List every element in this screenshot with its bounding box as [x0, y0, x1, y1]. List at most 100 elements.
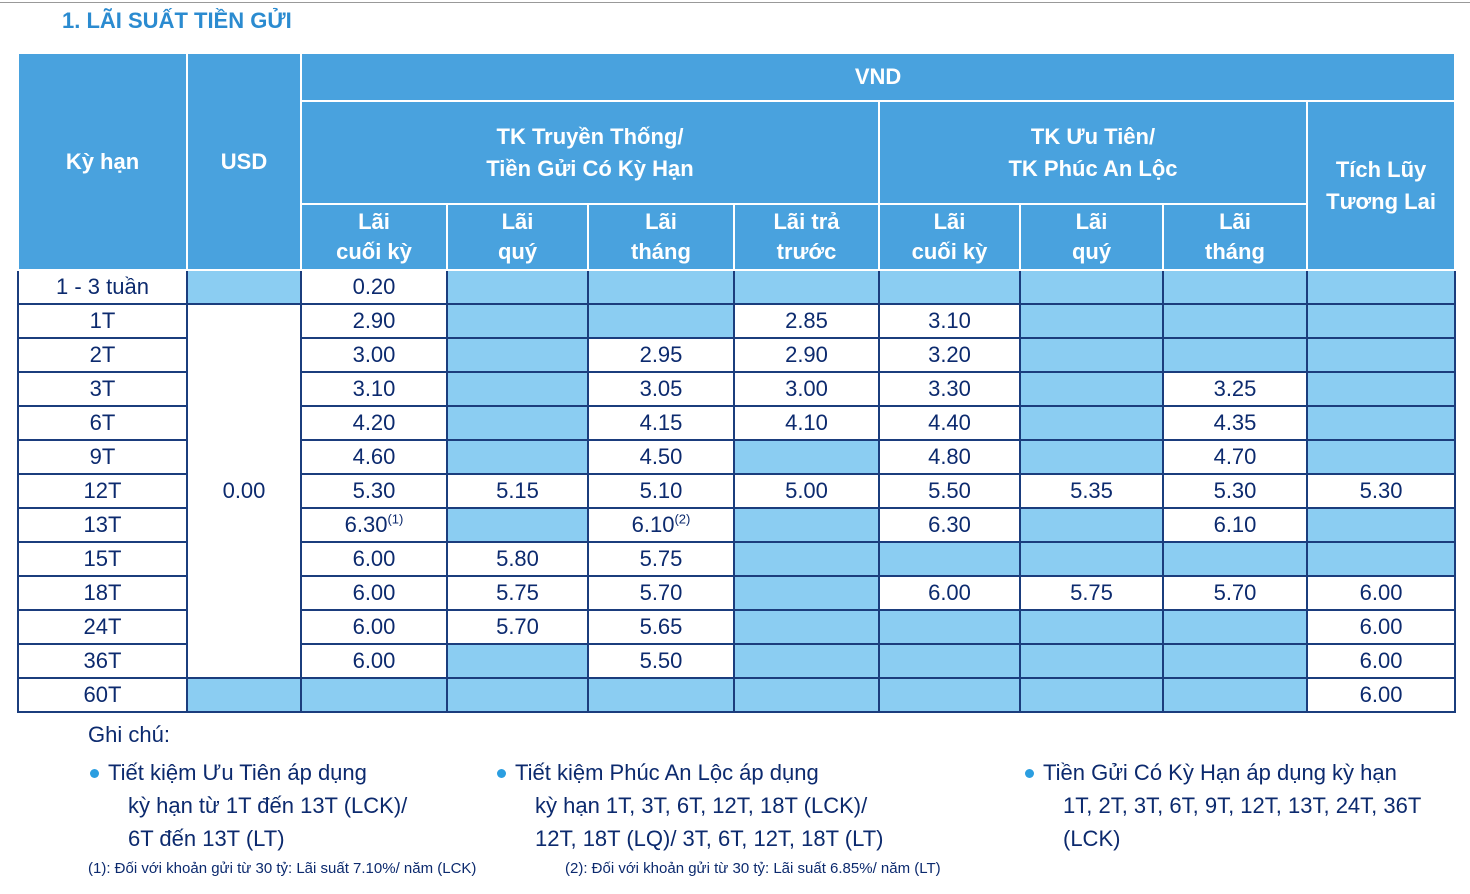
empty-cell: [587, 303, 735, 339]
term-cell: 9T: [17, 439, 188, 475]
empty-cell: [1019, 677, 1164, 713]
rate-cell: 2.90: [733, 337, 880, 373]
footnote-ref: (2): [674, 511, 691, 527]
header-line: Lãi: [358, 209, 390, 234]
header-line: Lãi: [645, 209, 677, 234]
rate-cell: 6.00: [300, 643, 448, 679]
header-line: Lãi trả: [773, 209, 840, 234]
empty-cell: [1305, 269, 1457, 305]
empty-cell: [1305, 405, 1457, 441]
rate-value: 6.30: [344, 512, 388, 538]
empty-cell: [878, 643, 1021, 679]
body-row: 6T 4.20 4.15 4.10 4.40 4.35: [17, 405, 1457, 441]
header-line: TK Ưu Tiên/: [1030, 123, 1156, 149]
header-line: tháng: [1205, 239, 1265, 264]
note-bullet: Tiết kiệm Phúc An Lộc áp dụng kỳ hạn 1T, …: [497, 756, 884, 855]
rule: [0, 2, 1470, 3]
rate-cell: 5.50: [878, 473, 1021, 509]
note-line: Tiết kiệm Phúc An Lộc áp dụng: [515, 760, 819, 785]
empty-cell: [1305, 337, 1457, 373]
rate-cell: 5.75: [587, 541, 735, 577]
rate-cell: 4.60: [300, 439, 448, 475]
header-line: trước: [776, 239, 837, 264]
rate-cell: 3.00: [733, 371, 880, 407]
note-line: 12T, 18T (LQ)/ 3T, 6T, 12T, 18T (LT): [535, 826, 884, 851]
empty-cell: [1019, 507, 1164, 543]
rate-value: 6.10: [631, 512, 675, 538]
body-row: 9T 4.60 4.50 4.80 4.70: [17, 439, 1457, 475]
empty-cell: [446, 507, 589, 543]
header-line: tháng: [631, 239, 691, 264]
header-cell: USD: [186, 52, 302, 271]
header-cell: Lãi cuối kỳ: [300, 203, 448, 271]
rate-cell: 3.10: [300, 371, 448, 407]
empty-cell: [733, 643, 880, 679]
body-row: 3T 3.10 3.05 3.00 3.30 3.25: [17, 371, 1457, 407]
rate-cell: 5.15: [446, 473, 589, 509]
empty-cell: [733, 677, 880, 713]
empty-cell: [587, 269, 735, 305]
rate-cell: 3.10: [878, 303, 1021, 339]
term-cell: 1 - 3 tuần: [17, 269, 188, 305]
rate-cell: 5.80: [446, 541, 589, 577]
rate-cell: 6.00: [1305, 609, 1457, 645]
rate-cell: 6.00: [1305, 643, 1457, 679]
header-line: Tương Lai: [1326, 188, 1436, 214]
rate-cell: 4.50: [587, 439, 735, 475]
header-cell: TK Ưu Tiên/TK Phúc An Lộc: [878, 100, 1308, 205]
body-row: 1 - 3 tuần 0.20: [17, 269, 1457, 305]
header-line: Lãi: [1219, 209, 1251, 234]
empty-cell: [300, 677, 448, 713]
header-line: cuối kỳ: [911, 239, 988, 264]
body-row: 15T 6.00 5.80 5.75: [17, 541, 1457, 577]
header-line: TK Truyền Thống/: [496, 123, 684, 149]
empty-cell: [186, 269, 302, 305]
body-row: 13T 6.30(1) 6.10(2) 6.30 6.10: [17, 507, 1457, 543]
rate-cell: 0.20: [300, 269, 448, 305]
body-row: 2T 3.00 2.95 2.90 3.20: [17, 337, 1457, 373]
empty-cell: [587, 677, 735, 713]
empty-cell: [1019, 337, 1164, 373]
header-line: Lãi: [501, 209, 534, 234]
empty-cell: [446, 269, 589, 305]
term-cell: 18T: [17, 575, 188, 611]
rate-cell: 4.10: [733, 405, 880, 441]
rate-cell: 6.00: [878, 575, 1021, 611]
header-cell: Lãi trả trước: [733, 203, 880, 271]
note-line: (LCK): [1063, 826, 1121, 851]
rate-cell: 6.30: [878, 507, 1021, 543]
empty-cell: [1305, 371, 1457, 407]
note-line: 6T đến 13T (LT): [128, 826, 285, 851]
term-cell: 6T: [17, 405, 188, 441]
note-line: 1T, 2T, 3T, 6T, 9T, 12T, 13T, 24T, 36T: [1063, 793, 1422, 818]
rate-cell: 5.50: [587, 643, 735, 679]
empty-cell: [1019, 541, 1164, 577]
term-cell: 3T: [17, 371, 188, 407]
note-bullet: Tiết kiệm Ưu Tiên áp dụng kỳ hạn từ 1T đế…: [90, 756, 408, 855]
note-line: kỳ hạn từ 1T đến 13T (LCK)/: [128, 793, 408, 818]
empty-cell: [878, 677, 1021, 713]
body-row: 36T 6.00 5.50 6.00: [17, 643, 1457, 679]
rate-cell: 5.75: [446, 575, 589, 611]
empty-cell: [1019, 439, 1164, 475]
term-cell: 36T: [17, 643, 188, 679]
empty-cell: [446, 405, 589, 441]
bullet-dot: [90, 769, 99, 778]
rate-cell: 5.10: [587, 473, 735, 509]
empty-cell: [446, 371, 589, 407]
rate-cell: 5.70: [1162, 575, 1308, 611]
rate-cell: 4.40: [878, 405, 1021, 441]
header-cell: Lãi tháng: [587, 203, 735, 271]
rate-table: Kỳ hạn USD VND TK Truyền Thống/Tiền Gửi Có …: [17, 52, 1457, 713]
rate-cell: 5.30: [300, 473, 448, 509]
empty-cell: [733, 575, 880, 611]
rate-cell: 6.00: [1305, 677, 1457, 713]
note-line: Tiết kiệm Ưu Tiên áp dụng: [108, 760, 367, 785]
header-line: TK Phúc An Lộc: [1008, 155, 1178, 181]
header-cell: Lãi tháng: [1162, 203, 1308, 271]
header-cell: VND: [299, 52, 1457, 102]
empty-cell: [733, 507, 880, 543]
rate-cell: 5.00: [733, 473, 880, 509]
empty-cell: [733, 269, 880, 305]
empty-cell: [878, 269, 1021, 305]
